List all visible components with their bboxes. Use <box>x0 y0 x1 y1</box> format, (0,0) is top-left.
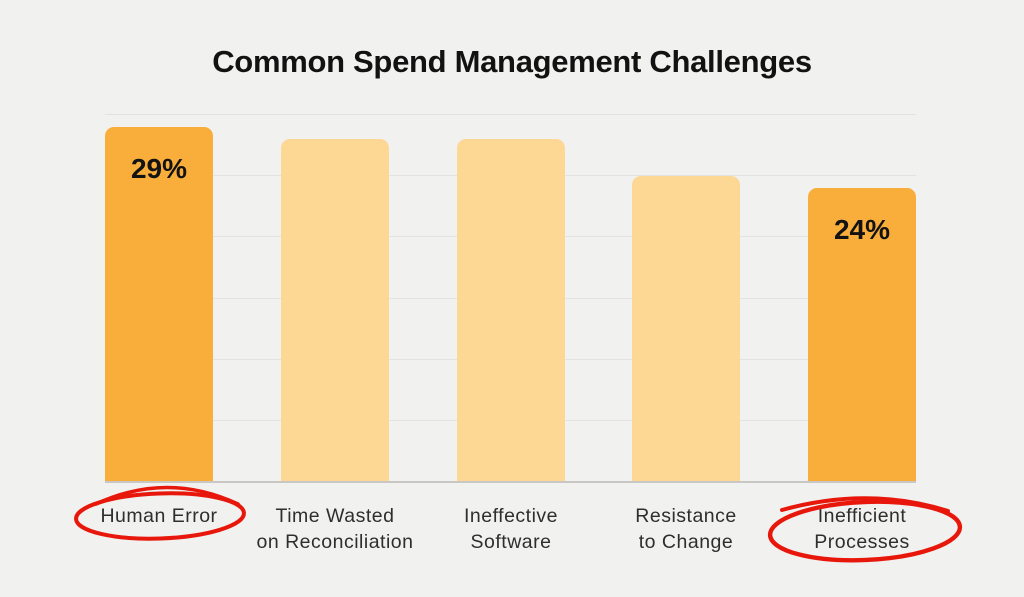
label-line: Software <box>470 531 552 553</box>
bar-value-label <box>281 139 389 165</box>
label-line: Resistance <box>635 505 737 527</box>
label-line: Time Wasted <box>275 505 395 527</box>
label-line: Processes <box>814 531 910 553</box>
category-labels: Human Error Time Wasted on Reconciliatio… <box>100 503 916 573</box>
category-label-resistance-to-change: Resistance to Change <box>576 503 796 555</box>
label-line: Ineffective <box>463 505 559 527</box>
bar-inefficient-processes: 24% <box>808 188 916 482</box>
bar-time-wasted-on-reconciliation <box>280 139 389 482</box>
category-label-inefficient-processes: Inefficient Processes <box>752 503 972 555</box>
chart-title: Common Spend Management Challenges <box>212 44 812 79</box>
bar-value-label: 29% <box>130 153 188 185</box>
label-line: to Change <box>638 531 734 553</box>
bar-value-label <box>632 176 740 202</box>
category-label-ineffective-software: Ineffective Software <box>401 503 621 555</box>
bar-human-error: 29% <box>105 127 213 482</box>
bar-chart-plot-area: 29% 24% <box>105 114 916 483</box>
red-circle-swoosh <box>94 485 240 506</box>
label-line: on Reconciliation <box>256 531 414 553</box>
bars-group: 29% 24% <box>105 115 916 482</box>
gridline <box>105 114 916 115</box>
bar-resistance-to-change <box>632 176 741 482</box>
bar-value-label: 24% <box>833 214 891 246</box>
label-line: Inefficient <box>817 505 907 527</box>
x-axis-baseline <box>105 481 916 483</box>
category-label-time-wasted: Time Wasted on Reconciliation <box>225 503 445 555</box>
bar-ineffective-software <box>456 139 565 482</box>
bar-value-label <box>457 139 565 165</box>
